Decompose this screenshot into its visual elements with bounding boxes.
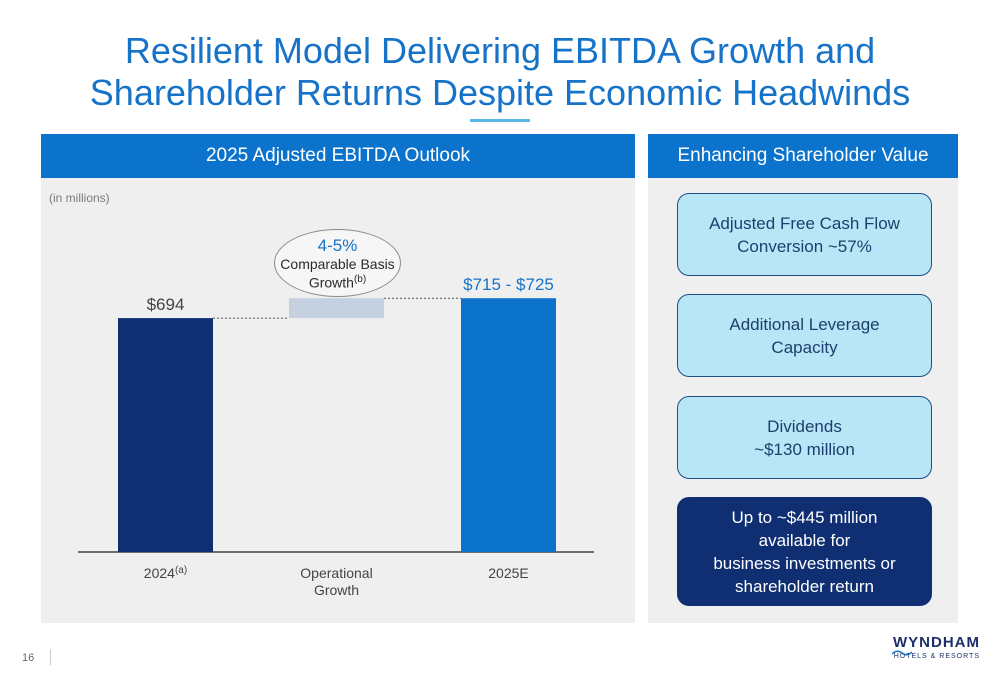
- card-free-cash-flow-line2: Conversion ~57%: [737, 236, 872, 256]
- card-dividends: Dividends ~$130 million: [677, 396, 932, 479]
- units-label: (in millions): [49, 191, 110, 205]
- card-leverage-line1: Additional Leverage: [729, 314, 880, 334]
- title-line-1: Resilient Model Delivering EBITDA Growth…: [124, 30, 876, 71]
- data-label-2025e: $715 - $725: [463, 275, 554, 294]
- card-capital-line2: available for: [758, 530, 851, 550]
- x-tick-2025e: 2025E: [488, 565, 528, 581]
- growth-annotation-bubble: 4-5% Comparable Basis Growth(b): [274, 229, 401, 297]
- x-tick-2024: 2024(a): [144, 565, 187, 581]
- bar-2024: [118, 318, 213, 552]
- x-tick-2024-footnote: (a): [175, 565, 187, 576]
- shareholder-value-header: Enhancing Shareholder Value: [648, 134, 958, 178]
- growth-annotation-line2: Growth: [308, 274, 354, 291]
- card-capital-line3: business investments or: [713, 553, 896, 573]
- card-free-cash-flow: Adjusted Free Cash Flow Conversion ~57%: [677, 193, 932, 276]
- growth-annotation-line1: Comparable Basis: [280, 256, 395, 272]
- card-dividends-line2: ~$130 million: [754, 439, 855, 459]
- card-dividends-line1: Dividends: [767, 416, 842, 436]
- ebitda-outlook-header: 2025 Adjusted EBITDA Outlook: [41, 134, 635, 178]
- data-label-2024: $694: [147, 295, 185, 314]
- ebitda-outlook-panel: 2025 Adjusted EBITDA Outlook (in million…: [41, 134, 635, 623]
- footer-divider: [50, 649, 51, 665]
- card-capital-line1: Up to ~$445 million: [731, 507, 878, 527]
- title-underline: [470, 119, 530, 122]
- page-title: Resilient Model Delivering EBITDA Growth…: [60, 30, 940, 114]
- x-tick-operational-growth-line-2: Growth: [314, 582, 359, 598]
- growth-annotation-footnote: (b): [353, 274, 367, 285]
- growth-annotation-line2-wrap: Growth(b): [275, 272, 400, 291]
- bar-2025e: [461, 298, 556, 552]
- card-leverage-capacity: Additional Leverage Capacity: [677, 294, 932, 377]
- x-tick-operational-growth: Operational Growth: [300, 565, 372, 598]
- card-leverage-line2: Capacity: [771, 337, 838, 357]
- wyndham-logo: WYNDHAM HOTELS & RESORTS: [880, 635, 980, 675]
- title-line-2: Shareholder Returns Despite Economic Hea…: [89, 72, 911, 113]
- card-capital-available: Up to ~$445 million available for busine…: [677, 497, 932, 606]
- page-number: 16: [22, 652, 35, 664]
- logo-tagline: HOTELS & RESORTS: [893, 653, 980, 660]
- shareholder-value-panel: Enhancing Shareholder Value Adjusted Fre…: [648, 134, 958, 623]
- logo-brand: WYNDHAM: [893, 634, 980, 651]
- x-tick-operational-growth-line-1: Operational: [300, 565, 372, 581]
- logo-wave-icon: [892, 650, 912, 656]
- growth-annotation-pct: 4-5%: [317, 236, 358, 255]
- card-capital-line4: shareholder return: [735, 576, 874, 596]
- x-tick-2024-label: 2024: [144, 565, 175, 581]
- bar-operational-growth: [289, 298, 384, 319]
- ebitda-waterfall-chart: $694 $715 - $725 2024(a) Operational Grow…: [78, 275, 594, 598]
- card-free-cash-flow-line1: Adjusted Free Cash Flow: [709, 213, 900, 233]
